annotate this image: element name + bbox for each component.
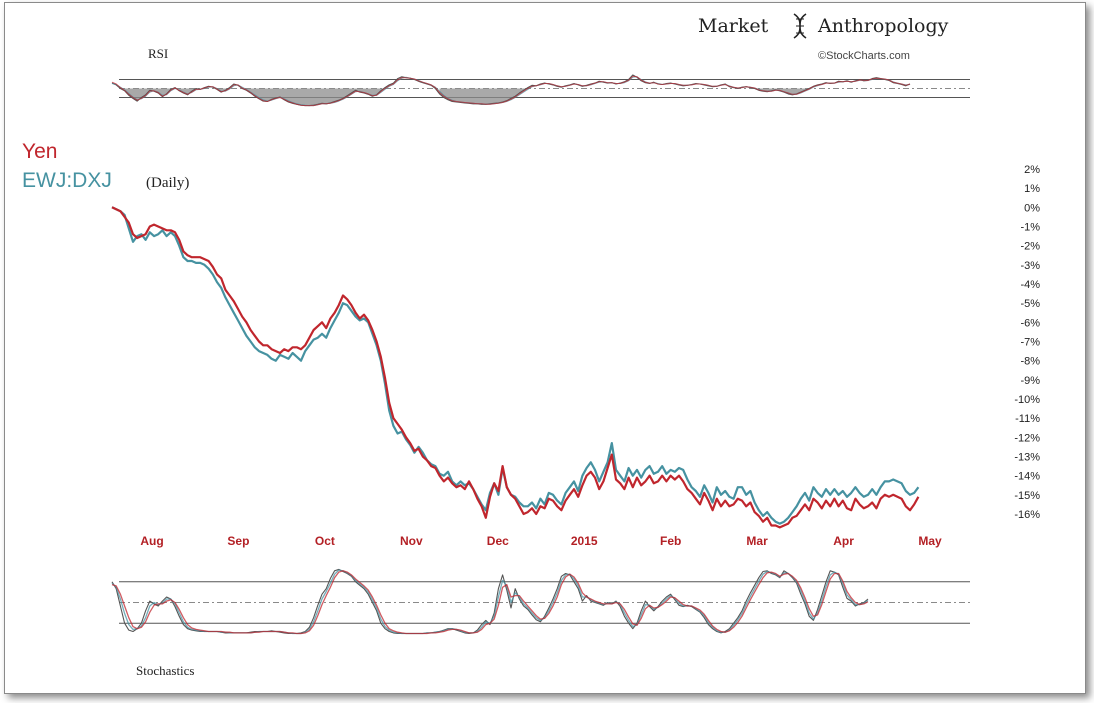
oversold-fill: [124, 88, 810, 106]
rsi-yen-line: [111, 75, 911, 107]
x-tick-label: Sep: [227, 534, 249, 548]
y-tick-label: -1%: [1020, 222, 1040, 234]
y-tick-label: -12%: [1014, 432, 1040, 444]
y-tick-label: -10%: [1014, 394, 1040, 406]
title-daily: (Daily): [146, 175, 189, 191]
x-axis: Aug Sep Oct Nov Dec 2015 Feb Mar Apr May: [140, 534, 942, 548]
brand-right-word: Anthropology: [817, 15, 949, 37]
y-tick-label: -14%: [1014, 471, 1040, 483]
y-tick-label: -7%: [1020, 337, 1040, 349]
x-tick-label: 2015: [571, 534, 598, 548]
y-tick-label: -2%: [1020, 241, 1040, 253]
y-tick-label: -5%: [1020, 298, 1040, 310]
y-tick-label: -8%: [1020, 356, 1040, 368]
rsi-label: RSI: [148, 46, 168, 61]
yen-line: [111, 206, 920, 529]
y-tick-label: -13%: [1014, 452, 1040, 464]
main-price-panel: [111, 206, 920, 529]
rsi-panel: [111, 74, 970, 107]
copyright-text: ©StockCharts.com: [818, 50, 910, 62]
y-tick-label: -15%: [1014, 490, 1040, 502]
x-tick-label: Aug: [140, 534, 163, 548]
dna-helix-icon: [793, 13, 807, 39]
stochastics-panel: [111, 568, 970, 635]
brand-header: Market Anthropology ©StockCharts.com: [698, 13, 949, 62]
y-tick-label: -9%: [1020, 375, 1040, 387]
x-tick-label: May: [918, 534, 942, 548]
x-tick-label: Nov: [400, 534, 423, 548]
x-tick-label: Dec: [487, 534, 509, 548]
y-tick-label: 1%: [1024, 183, 1040, 195]
brand-left-word: Market: [698, 15, 769, 37]
title-yen: Yen: [22, 140, 57, 163]
ewj-dxj-line: [111, 206, 920, 525]
stochastics-yen-line: [111, 570, 869, 635]
y-tick-label: 2%: [1024, 164, 1040, 176]
y-tick-label: 0%: [1024, 202, 1040, 214]
y-tick-label: -4%: [1020, 279, 1040, 291]
y-tick-label: -6%: [1020, 317, 1040, 329]
y-tick-label: -16%: [1014, 509, 1040, 521]
stochastics-label: Stochastics: [136, 663, 195, 678]
x-tick-label: Feb: [660, 534, 681, 548]
title-ewj: EWJ:DXJ: [22, 169, 112, 192]
x-tick-label: Oct: [315, 534, 335, 548]
chart-frame: [4, 2, 1086, 694]
y-tick-label: -11%: [1015, 413, 1040, 425]
y-axis: 2% 1% 0% -1% -2% -3% -4% -5% -6% -7% -8% -9% -10% -11…: [1014, 164, 1040, 521]
x-tick-label: Apr: [833, 534, 854, 548]
y-tick-label: -3%: [1020, 260, 1040, 272]
x-tick-label: Mar: [746, 534, 768, 548]
